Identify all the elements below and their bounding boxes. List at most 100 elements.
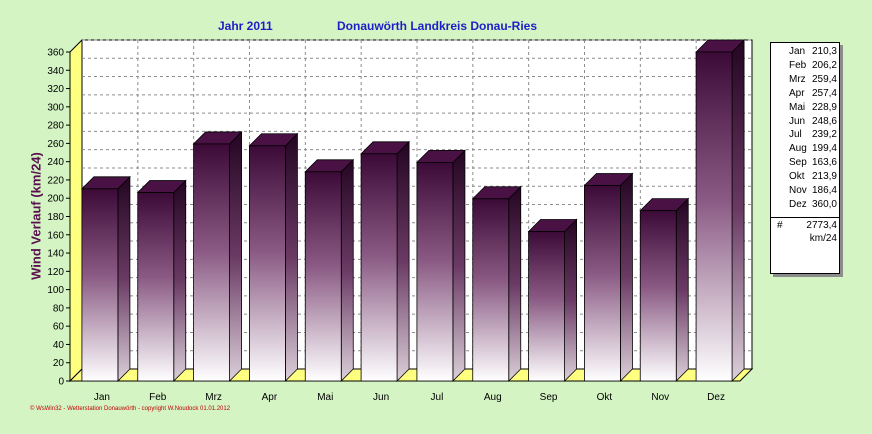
legend-month: Jun <box>789 115 806 127</box>
y-tick-label: 320 <box>47 84 64 95</box>
legend-month: Okt <box>789 171 805 183</box>
legend-value: 199,4 <box>811 143 837 155</box>
bar-mai <box>304 158 355 382</box>
legend-month: Mai <box>789 101 806 113</box>
bar-side <box>508 185 522 382</box>
y-tick-label: 60 <box>53 322 65 333</box>
x-tick-label: Jun <box>373 392 389 403</box>
bar-front <box>695 51 733 382</box>
legend-row: Feb 206,2 <box>775 59 837 72</box>
legend-row: Aug 199,4 <box>775 142 837 155</box>
legend-total-value: 2773,4 <box>806 220 837 231</box>
bar-feb <box>136 179 187 382</box>
legend-total-unit: km/24 <box>809 233 837 244</box>
bar-apr <box>248 132 299 382</box>
legend-month: Feb <box>789 59 807 71</box>
legend-month: Sep <box>789 157 807 169</box>
x-tick-label: Feb <box>149 392 167 403</box>
legend-row: Sep 163,6 <box>775 156 837 169</box>
bar-side <box>117 175 131 382</box>
legend-row: Mrz 259,4 <box>775 73 837 86</box>
legend-month: Aug <box>789 143 807 155</box>
y-tick-label: 180 <box>47 212 64 223</box>
bar-side <box>452 149 466 382</box>
legend-value: 257,4 <box>811 87 837 99</box>
bar-nov <box>639 197 690 382</box>
bar-sep <box>527 218 578 382</box>
legend-row: Jan 210,3 <box>775 45 837 58</box>
legend-value: 259,4 <box>811 73 837 85</box>
bar-front <box>584 185 621 382</box>
x-tick-label: Okt <box>597 392 613 403</box>
bar-side <box>229 130 242 382</box>
legend-month: Dez <box>789 198 807 210</box>
bar-dez <box>695 39 746 382</box>
bar-front <box>249 145 286 382</box>
x-tick-label: Apr <box>262 392 278 403</box>
legend-row: Nov 186,4 <box>775 184 837 197</box>
legend-value: 210,3 <box>811 46 837 57</box>
x-tick-label: Jul <box>431 392 444 403</box>
bar-jul <box>415 149 466 382</box>
bar-front <box>472 198 510 382</box>
legend-value: 239,2 <box>811 129 837 141</box>
y-tick-label: 340 <box>47 66 64 77</box>
y-tick-label: 360 <box>47 48 64 59</box>
x-tick-label: Dez <box>707 392 725 403</box>
chart-title-location: Donauwörth Landkreis Donau-Ries <box>337 19 538 33</box>
legend-total-symbol: # <box>777 220 783 231</box>
x-tick-label: Mrz <box>205 392 222 403</box>
bar-front <box>528 231 565 382</box>
legend-value: 206,2 <box>811 59 837 71</box>
bar-side <box>340 158 354 382</box>
y-tick-label: 0 <box>58 377 64 388</box>
bar-side <box>731 39 745 382</box>
bar-side <box>173 179 187 382</box>
legend-value: 360,0 <box>811 198 837 210</box>
legend-month: Mrz <box>789 73 806 85</box>
bar-front <box>137 192 175 382</box>
legend-row: Mai 228,9 <box>775 101 837 114</box>
y-tick-label: 20 <box>53 358 65 369</box>
legend-value: 186,4 <box>811 185 837 196</box>
legend-row: Okt 213,9 <box>775 170 837 183</box>
legend-row: Dez 360,0 <box>775 198 837 211</box>
legend-value: 163,6 <box>811 157 837 169</box>
bar-okt <box>583 172 634 382</box>
chart-side-wall <box>69 38 83 383</box>
value-legend: Jan 210,3 Feb 206,2 Mrz 259,4 Apr 257,4 Mai 228,9… <box>770 42 840 274</box>
legend-value: 248,6 <box>811 115 837 127</box>
bar-side <box>620 172 633 382</box>
bar-side <box>564 218 577 382</box>
legend-value: 228,9 <box>811 101 837 113</box>
chart-title-year: Jahr 2011 <box>218 19 273 33</box>
x-tick-label: Jan <box>94 392 110 403</box>
y-tick-label: 160 <box>47 230 64 241</box>
legend-month: Nov <box>789 185 807 196</box>
bar-mrz <box>192 130 243 382</box>
y-tick-label: 300 <box>47 102 64 113</box>
bar-aug <box>471 185 522 382</box>
y-tick-label: 220 <box>47 175 64 186</box>
bar-side <box>675 197 689 382</box>
y-tick-label: 40 <box>53 340 65 351</box>
bar-side <box>285 132 298 382</box>
y-tick-label: 100 <box>47 285 64 296</box>
copyright-footer: © WsWin32 - Wetterstation Donauwörth - c… <box>30 406 231 412</box>
legend-row: Jun 248,6 <box>775 115 837 128</box>
y-tick-label: 200 <box>47 194 64 205</box>
y-tick-label: 120 <box>47 267 64 278</box>
bar-jan <box>80 175 131 382</box>
legend-month: Jul <box>789 129 802 141</box>
legend-row: Jul 239,2 <box>775 128 837 141</box>
x-tick-label: Nov <box>651 392 669 403</box>
bar-jun <box>360 140 411 382</box>
bar-front <box>304 171 342 382</box>
bar-front <box>639 210 677 382</box>
legend-month: Apr <box>789 87 805 99</box>
legend-row: Apr 257,4 <box>775 87 837 100</box>
legend-divider <box>771 217 839 218</box>
y-tick-label: 80 <box>53 303 65 314</box>
legend-month: Jan <box>789 46 806 57</box>
